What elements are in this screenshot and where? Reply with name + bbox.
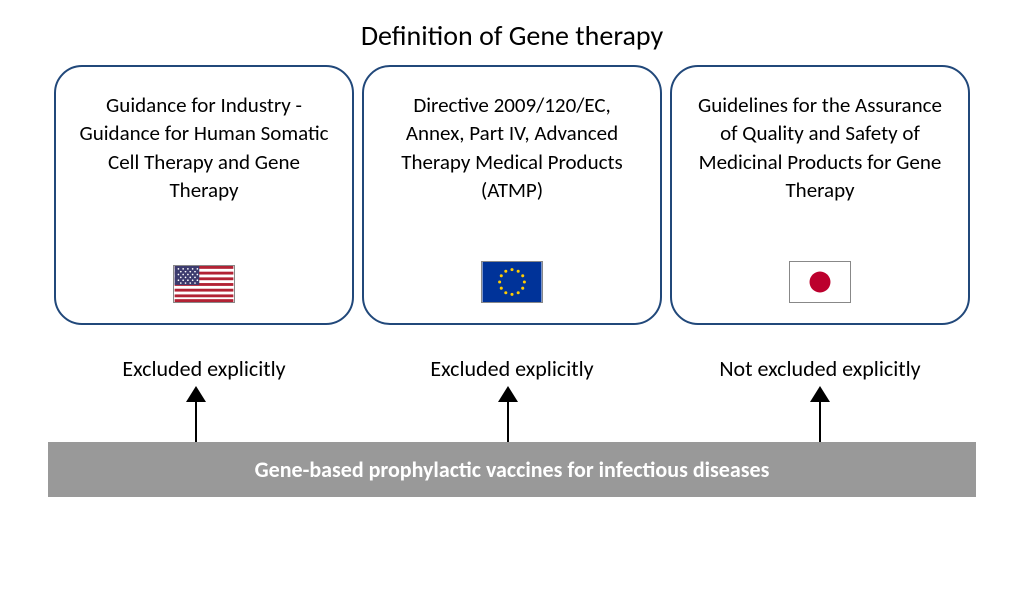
labels-row: Excluded explicitly Excluded explicitly … [0,355,1024,382]
card-usa: Guidance for Industry - Guidance for Hum… [54,65,354,325]
flag-eu-wrap [481,251,543,303]
japan-flag-icon [789,261,851,303]
label-usa: Excluded explicitly [50,355,358,382]
label-japan: Not excluded explicitly [666,355,974,382]
arrow-up-icon [490,386,526,442]
card-eu: Directive 2009/120/EC, Annex, Part IV, A… [362,65,662,325]
arrow-up-icon [178,386,214,442]
usa-flag-icon [173,265,235,303]
footer-text: Gene-based prophylactic vaccines for inf… [255,456,770,483]
card-eu-text: Directive 2009/120/EC, Annex, Part IV, A… [382,91,642,204]
flag-japan-wrap [789,251,851,303]
label-eu: Excluded explicitly [358,355,666,382]
eu-flag-icon [481,261,543,303]
cards-row: Guidance for Industry - Guidance for Hum… [0,65,1024,325]
card-japan-text: Guidelines for the Assurance of Quality … [690,91,950,204]
arrows-row [0,382,1024,442]
arrow-up-icon [802,386,838,442]
footer-bar: Gene-based prophylactic vaccines for inf… [48,442,976,497]
card-usa-text: Guidance for Industry - Guidance for Hum… [74,91,334,204]
page-title: Definition of Gene therapy [0,0,1024,65]
card-japan: Guidelines for the Assurance of Quality … [670,65,970,325]
flag-usa-wrap [173,251,235,303]
